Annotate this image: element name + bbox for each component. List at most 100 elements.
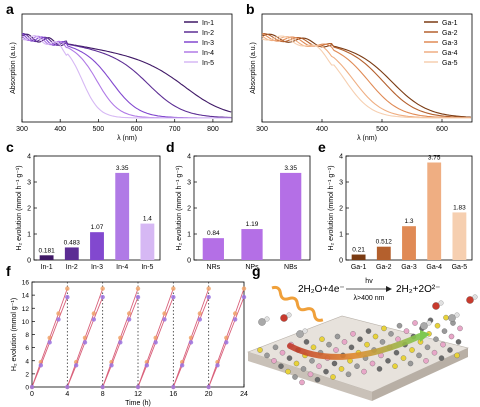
spectrum-line-In-3 [21, 33, 232, 119]
x-tick-label: 400 [316, 126, 328, 133]
crystal-slab-side [372, 348, 468, 401]
data-point [91, 317, 97, 322]
y-tick-label: 0 [339, 258, 343, 265]
data-label: 1.07 [91, 224, 104, 231]
y-tick-label: 2 [187, 206, 191, 213]
bar-Ga-2 [376, 246, 391, 260]
arrow-label-top: hv [365, 278, 373, 285]
x-tick-label: 0 [30, 391, 34, 398]
molecule-atom [448, 314, 456, 322]
atom [338, 366, 345, 372]
data-point [82, 340, 88, 345]
molecule-atom [438, 300, 444, 306]
atom [385, 358, 391, 364]
molecule-atom [286, 312, 292, 318]
y-tick-label: 2 [27, 206, 31, 213]
panel-label-e: e [318, 139, 326, 155]
x-tick-label: 500 [376, 126, 388, 133]
data-point [65, 286, 70, 291]
y-tick-label: 4 [25, 358, 29, 365]
y-tick-label: 1 [187, 232, 191, 239]
atom [416, 352, 422, 359]
atom [292, 374, 298, 380]
atom [350, 331, 356, 337]
x-tick-label: In-2 [66, 264, 78, 271]
atom [441, 328, 448, 334]
x-tick-label: 600 [131, 126, 143, 133]
data-point [109, 363, 114, 368]
legend-label: In-5 [202, 60, 214, 67]
chart-panel-a: 300 400 500 600 700 800 λ (nm) Absorption (a.u.… [10, 13, 233, 142]
y-tick-label: 4 [339, 154, 343, 161]
bar-In-1 [39, 255, 54, 260]
atom [403, 328, 410, 334]
panel-label-d: d [166, 139, 175, 155]
data-label: 3.75 [428, 155, 441, 162]
atom [431, 349, 438, 356]
transfer-arrow-icon [420, 330, 430, 342]
atom [354, 363, 360, 369]
molecule-atom [302, 328, 308, 334]
legend-label: Ga-5 [442, 60, 458, 67]
y-tick-label: 2 [339, 206, 343, 213]
legend-label: Ga-3 [442, 40, 458, 47]
spectrum-line-Ga-1 [261, 33, 471, 118]
equation-left: 2H₂O+4e⁻ [298, 284, 345, 295]
y-axis-label: H₂ evolution (mmol h⁻¹ g⁻¹) [328, 165, 335, 250]
y-tick-label: 14 [22, 293, 30, 300]
atom [345, 371, 352, 378]
x-tick-label: In-5 [141, 264, 153, 271]
data-point [153, 340, 158, 345]
data-point [56, 317, 61, 322]
legend-label: In-4 [202, 50, 214, 57]
atom [299, 379, 305, 386]
data-point [73, 363, 79, 368]
panel-label-c: c [6, 139, 14, 155]
atom [309, 358, 315, 364]
panel-label-f: f [6, 263, 11, 279]
spectrum-line-In-5 [21, 35, 232, 119]
data-point [197, 311, 203, 316]
data-point [56, 311, 61, 316]
x-tick-label: 20 [205, 391, 213, 398]
spectrum-line-Ga-3 [261, 33, 471, 119]
x-tick-label: Ga-2 [376, 264, 392, 271]
data-point [65, 294, 70, 300]
atom [264, 352, 270, 359]
x-tick-label: In-4 [116, 264, 128, 271]
y-axis-label: H₂ evolution (mmol g⁻¹) [11, 298, 18, 371]
data-label: 1.83 [453, 204, 466, 211]
x-tick-label: 8 [101, 391, 105, 398]
y-tick-label: 6 [25, 345, 29, 352]
y-tick-label: 4 [187, 154, 191, 161]
legend-label: Ga-1 [442, 20, 458, 27]
data-point [171, 294, 176, 300]
y-axis-label: Absorption (a.u.) [10, 42, 17, 94]
plot-frame [21, 13, 233, 123]
light-wave-icon [271, 285, 324, 322]
atom [272, 344, 279, 351]
chart-panel-c: 0 1 2 3 4 H₂ evolution (mmol h⁻¹ g⁻¹) 0.181 In-… [16, 154, 161, 271]
data-label: 3.35 [116, 165, 129, 172]
atom [293, 360, 300, 367]
atom [278, 363, 284, 369]
data-point [241, 286, 247, 291]
data-point [100, 286, 105, 291]
molecule-atom [466, 296, 474, 304]
atom [307, 371, 314, 378]
chart-panel-e: 0 1 2 3 4 H₂ evolution (mmol h⁻¹ g⁻¹) 0.21 Ga-1… [328, 154, 473, 271]
x-tick-label: 4 [65, 391, 69, 398]
x-tick-label: Ga-3 [401, 264, 417, 271]
legend-label: Ga-4 [442, 50, 458, 57]
atom [303, 339, 310, 345]
y-tick-label: 1 [339, 232, 343, 239]
x-tick-label: Ga-5 [452, 264, 468, 271]
bar-NPs [241, 229, 263, 260]
atom [319, 336, 325, 342]
panel-label-a: a [6, 1, 14, 17]
spectrum-line-In-2 [21, 33, 232, 119]
y-tick-label: 3 [187, 180, 191, 187]
molecule-atom [296, 330, 304, 338]
atom [407, 360, 414, 367]
panel-label-g: g [252, 263, 261, 279]
